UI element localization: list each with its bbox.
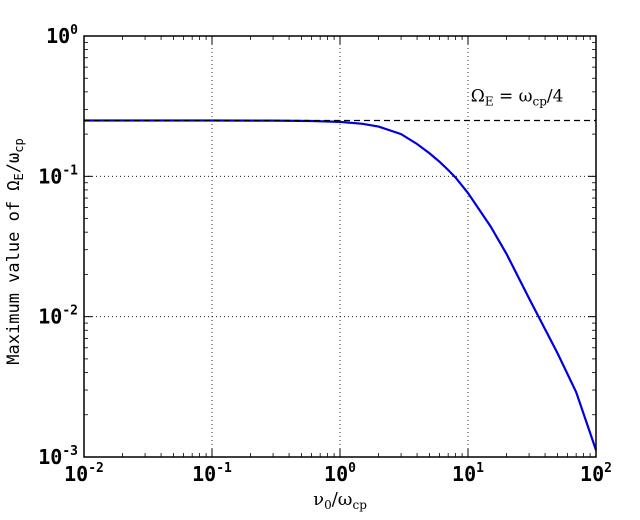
series-layer (83, 119, 598, 451)
x-tick-label: 100 (324, 461, 356, 486)
annotation-omega-e: ΩE = ωcp/4 (471, 87, 564, 109)
x-tick-label: 102 (580, 461, 612, 486)
y-tick-label: 10-1 (38, 163, 78, 188)
y-tick-label: 10-2 (38, 304, 78, 329)
x-tick-label: 10-2 (64, 461, 104, 486)
x-tick-label: 10-1 (192, 461, 232, 486)
y-axis-label: Maximum value of ΩE/ωcp (4, 138, 26, 364)
x-tick-label: 101 (452, 461, 484, 486)
grid (84, 36, 596, 457)
x-axis-label: ν0/ωcp (313, 489, 367, 512)
y-tick-label: 10-3 (38, 444, 78, 469)
tick-marks (83, 35, 597, 458)
y-tick-label: 100 (46, 23, 78, 48)
series-line (83, 119, 598, 451)
